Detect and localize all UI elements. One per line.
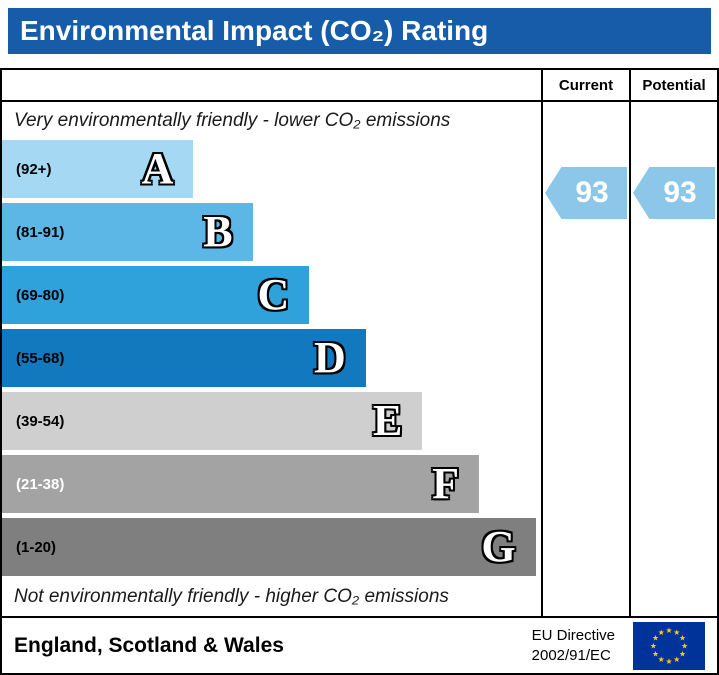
band-letter: D: [314, 333, 346, 382]
band-letter: C: [257, 270, 290, 319]
bands: (92+) A (81-91) B (69-80) C (55-68) D: [2, 138, 541, 581]
band-f: (21-38) F: [2, 455, 479, 513]
svg-text:★: ★: [666, 625, 673, 634]
svg-text:★: ★: [679, 649, 686, 658]
current-rating-arrow: 93: [545, 167, 627, 219]
band-range: (92+): [16, 160, 52, 178]
svg-text:★: ★: [652, 649, 659, 658]
page-title: Environmental Impact (CO₂) Rating: [8, 8, 711, 54]
bottom-note: Not environmentally friendly - higher CO…: [14, 586, 449, 607]
band-b: (81-91) B: [2, 203, 253, 261]
potential-rating-value: 93: [663, 176, 697, 209]
potential-column-header: Potential: [629, 70, 717, 102]
potential-rating-arrow: 93: [633, 167, 715, 219]
header-spacer: [2, 70, 541, 102]
svg-text:★: ★: [673, 655, 680, 664]
current-column-header: Current: [541, 70, 629, 102]
potential-column: 93: [629, 102, 717, 616]
svg-text:★: ★: [666, 657, 673, 666]
chart-frame: Current Potential Very environmentally f…: [0, 68, 719, 675]
svg-text:★: ★: [679, 633, 686, 642]
svg-text:★: ★: [658, 655, 665, 664]
band-e: (39-54) E: [2, 392, 423, 450]
band-a: (92+) A: [2, 140, 194, 198]
svg-text:★: ★: [658, 627, 665, 636]
band-c: (69-80) C: [2, 266, 310, 324]
band-range: (69-80): [16, 286, 65, 304]
band-g: (1-20) G: [2, 518, 536, 576]
svg-text:★: ★: [650, 641, 657, 650]
band-letter: A: [141, 144, 174, 193]
band-letter: G: [481, 522, 516, 571]
band-range: (55-68): [16, 349, 65, 367]
band-range: (21-38): [16, 475, 65, 493]
svg-text:★: ★: [681, 641, 688, 650]
footer: England, Scotland & Wales EU Directive 2…: [2, 616, 717, 673]
band-d: (55-68) D: [2, 329, 366, 387]
band-range: (81-91): [16, 223, 65, 241]
band-range: (39-54): [16, 412, 65, 430]
region-label: England, Scotland & Wales: [14, 633, 284, 657]
band-letter: B: [203, 207, 233, 256]
top-note: Very environmentally friendly - lower CO…: [14, 110, 451, 131]
band-range: (1-20): [16, 538, 57, 556]
eu-directive-line2: 2002/91/EC: [531, 646, 611, 664]
current-rating-value: 93: [575, 176, 609, 209]
svg-text:★: ★: [652, 633, 659, 642]
rating-chart: Current Potential Very environmentally f…: [2, 70, 717, 616]
band-letter: E: [373, 396, 403, 445]
band-letter: F: [432, 459, 459, 508]
eu-directive-line1: EU Directive: [531, 627, 615, 644]
bands-area: Very environmentally friendly - lower CO…: [2, 102, 541, 616]
current-column: 93: [541, 102, 629, 616]
eu-directive-label: EU Directive 2002/91/EC: [532, 626, 615, 665]
svg-text:★: ★: [673, 627, 680, 636]
eu-flag-icon: ★ ★ ★ ★ ★ ★ ★ ★ ★ ★ ★ ★: [633, 621, 705, 670]
